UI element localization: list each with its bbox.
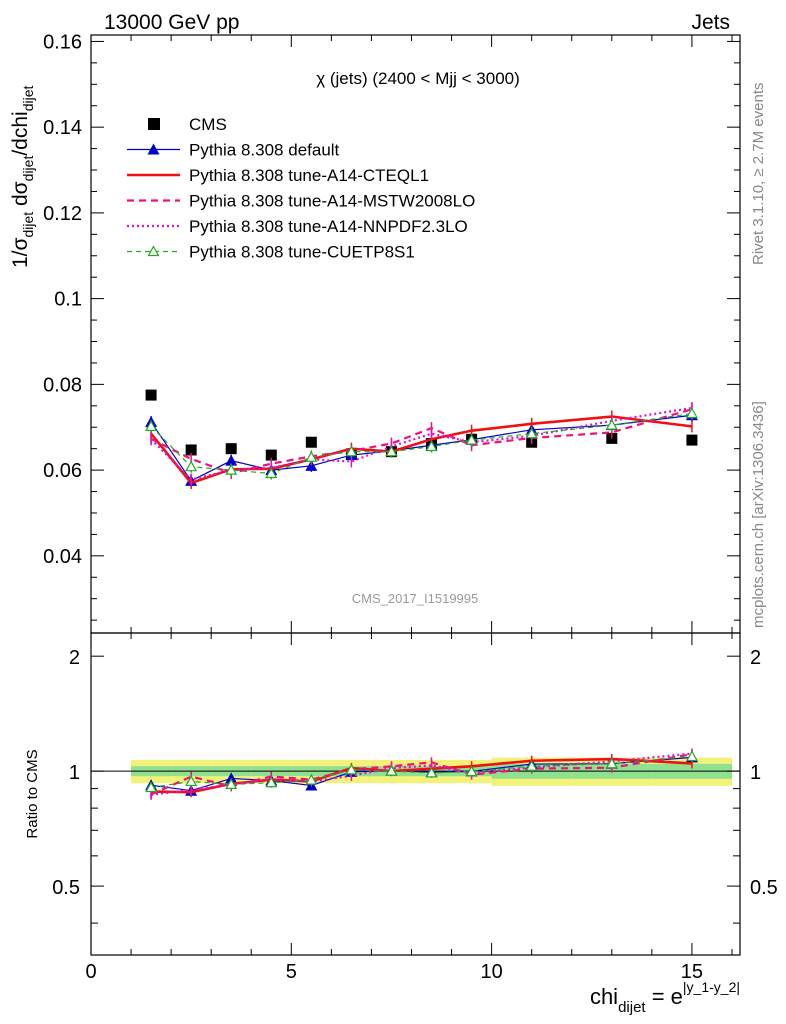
ratio-series-marker: [385, 764, 398, 776]
series-marker: [605, 418, 618, 430]
legend-item: Pythia 8.308 tune-CUETP8S1: [127, 243, 415, 262]
legend-item: Pythia 8.308 tune-A14-MSTW2008LO: [127, 192, 475, 211]
y-tick-label: 0.12: [43, 203, 82, 225]
y-tick-label: 0.14: [43, 117, 82, 139]
ratio-series-line: [151, 755, 692, 789]
series-marker: [225, 463, 238, 475]
legend-marker: [147, 143, 160, 155]
ratio-tick-label-right: 0.5: [750, 877, 778, 899]
legend-label: Pythia 8.308 default: [189, 141, 340, 160]
series-marker: [145, 420, 158, 431]
ratio-tick-label: 2: [69, 647, 80, 669]
series-marker: [385, 445, 398, 457]
series-marker: [265, 467, 278, 479]
x-axis-label: chidijet = e|y_1-y_2|: [590, 979, 740, 1016]
series-marker: [305, 451, 318, 462]
ratio-tick-label: 0.5: [52, 877, 80, 899]
y-axis-label: 1/σdijet dσdijet/dchidijet: [9, 86, 36, 268]
ratio-tick-label-right: 1: [750, 762, 761, 784]
series-line: [150, 408, 693, 475]
ratio-series-marker: [225, 778, 238, 790]
legend-item: Pythia 8.308 default: [127, 141, 340, 160]
legend-label: Pythia 8.308 tune-A14-NNPDF2.3LO: [189, 217, 468, 236]
ratio-series-marker: [685, 750, 698, 762]
y-tick-label: 0.08: [43, 374, 82, 396]
series-marker: [525, 427, 538, 439]
x-tick-label: 15: [681, 961, 703, 983]
legend-item: CMS: [148, 115, 227, 134]
y-tick-label: 0.06: [43, 460, 82, 482]
ratio-y-axis-label: Ratio to CMS: [24, 749, 41, 838]
series-line: [150, 406, 693, 481]
x-tick-label: 5: [286, 961, 297, 983]
ratio-axis-ticks: 0 5 10 15 0.5 0.5 1 1 2 2: [52, 633, 778, 983]
y-tick-label: 0.16: [43, 31, 82, 53]
ratio-series-marker: [345, 763, 358, 775]
ratio-panel: 0 5 10 15 0.5 0.5 1 1 2 2 Ratio to CMS: [24, 632, 778, 983]
legend: CMS Pythia 8.308 default Pythia 8.308 tune…: [127, 115, 475, 262]
legend-label: Pythia 8.308 tune-A14-CTEQL1: [189, 166, 429, 185]
mcplots-label: mcplots.cern.ch [arXiv:1306.3436]: [750, 401, 767, 628]
ratio-series-marker: [605, 757, 618, 769]
ratio-series-marker: [425, 766, 438, 778]
series-marker: [225, 454, 238, 466]
ratio-series-marker: [465, 765, 478, 777]
main-series-layer: [145, 389, 698, 489]
series-marker: [465, 433, 478, 445]
legend-label: Pythia 8.308 tune-A14-MSTW2008LO: [189, 192, 475, 211]
cms-data-point: [185, 444, 197, 456]
ratio-panel-frame: [90, 632, 741, 956]
cms-data-point: [686, 434, 698, 446]
legend-item: Pythia 8.308 tune-A14-NNPDF2.3LO: [127, 217, 468, 236]
cms-data-point: [606, 432, 618, 444]
header-process-label: Jets: [691, 11, 730, 34]
header-energy-label: 13000 GeV pp: [104, 11, 239, 34]
series-marker: [185, 460, 198, 472]
ratio-series-marker: [525, 759, 538, 771]
chart-title: χ (jets) (2400 < Mjj < 3000): [316, 69, 520, 88]
series-marker: [685, 407, 698, 419]
ratio-tick-label: 1: [69, 762, 80, 784]
chart-watermark: CMS_2017_I1519995: [352, 591, 479, 606]
cms-data-point: [145, 389, 157, 401]
ratio-series-marker: [225, 772, 238, 784]
y-tick-label: 0.1: [54, 289, 82, 311]
ratio-series-marker: [185, 775, 198, 787]
ratio-series-line: [150, 753, 693, 796]
legend-label: CMS: [189, 115, 227, 134]
y-tick-label: 0.04: [43, 546, 82, 568]
x-tick-label: 10: [480, 961, 502, 983]
rivet-version-label: Rivet 3.1.10, ≥ 2.7M events: [750, 83, 767, 266]
x-tick-label: 0: [85, 961, 96, 983]
legend-swatch: [148, 118, 160, 130]
series-marker: [425, 440, 438, 452]
legend-label: Pythia 8.308 tune-CUETP8S1: [189, 243, 415, 262]
ratio-series-marker: [305, 773, 318, 785]
main-axis-ticks: 0.04 0.06 0.08 0.1 0.12 0.14 0.16: [43, 31, 740, 633]
cms-data-point: [225, 443, 237, 455]
series-marker: [345, 445, 358, 457]
legend-item: Pythia 8.308 tune-A14-CTEQL1: [127, 166, 429, 185]
ratio-tick-label-right: 2: [750, 647, 761, 669]
ratio-series-marker: [265, 776, 278, 788]
legend-marker: [147, 245, 160, 257]
series-line: [150, 412, 693, 475]
ratio-series-layer: [145, 748, 698, 800]
ratio-series-marker: [145, 781, 158, 793]
ratio-series-line: [151, 756, 692, 792]
main-panel: χ (jets) (2400 < Mjj < 3000) CMS_2017_I1…: [43, 31, 741, 634]
cms-data-point: [265, 449, 277, 461]
cms-data-point: [305, 436, 317, 448]
